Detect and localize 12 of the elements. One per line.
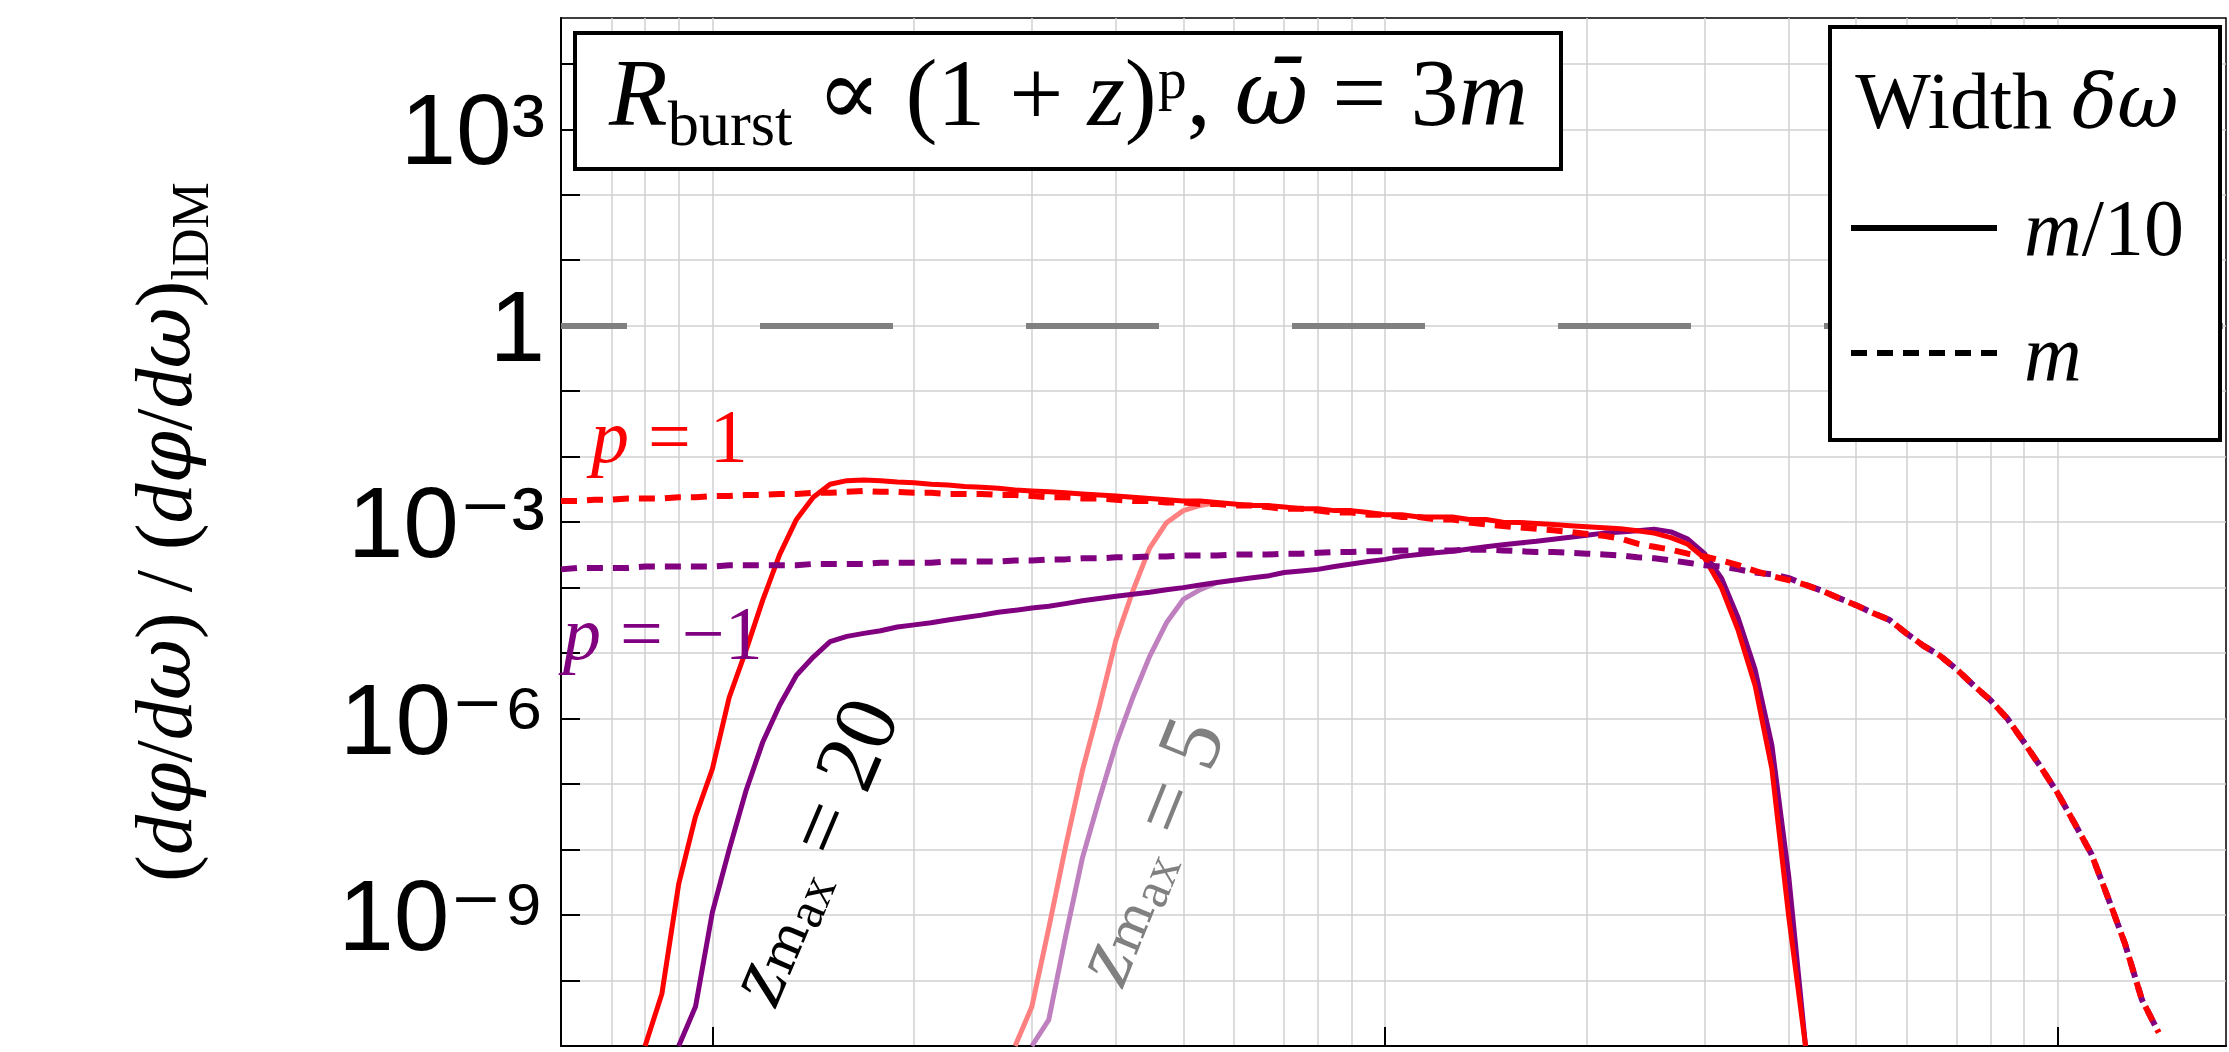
y-tick-label: 10⁻⁹: [338, 859, 545, 972]
legend-title: Width δω: [1855, 57, 2179, 145]
text: (dφ/dω) / (dφ/dω)lDM: [120, 182, 219, 882]
legend-label: m/10: [2024, 184, 2185, 272]
y-tick-label: 1: [489, 269, 545, 382]
annotation: zₘₐₓ = 20: [703, 683, 919, 1017]
legend-label: m: [2024, 309, 2082, 397]
series-label: p = 1: [586, 393, 748, 478]
annotation: zₘₐₓ = 5: [1050, 704, 1244, 997]
y-tick-label: 10⁻⁶: [339, 662, 545, 775]
y-tick-label: 10⁻³: [347, 466, 545, 579]
y-tick-label: 10³: [400, 73, 545, 186]
